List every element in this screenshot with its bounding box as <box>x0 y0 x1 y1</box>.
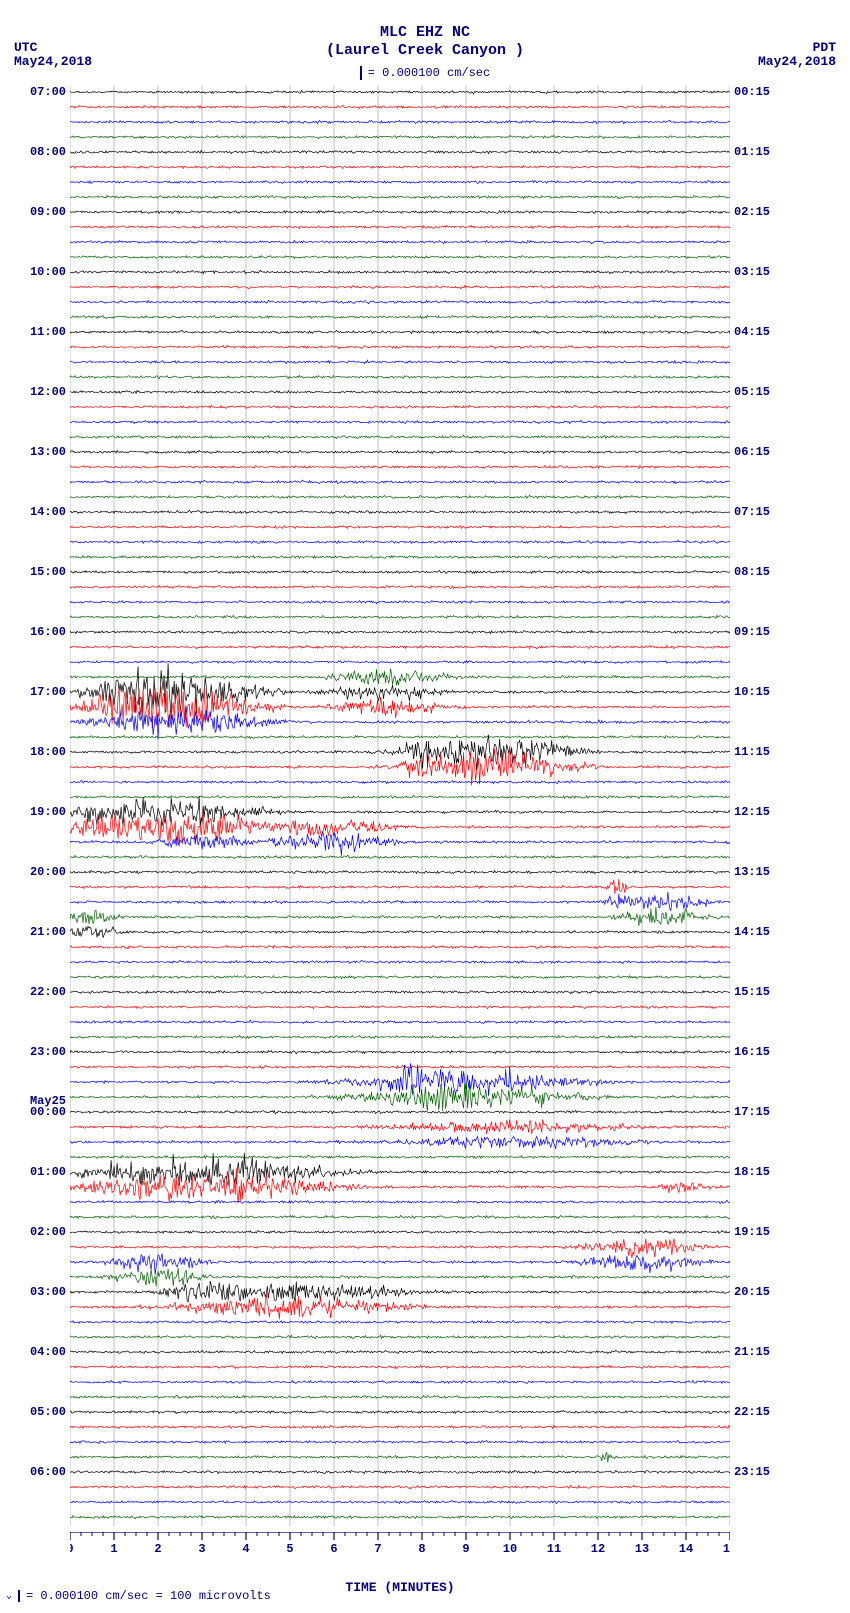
time-label-left: 19:00 <box>30 805 66 819</box>
time-label-right: 17:15 <box>734 1105 770 1119</box>
time-label-right: 01:15 <box>734 145 770 159</box>
time-label-left: 17:00 <box>30 685 66 699</box>
time-label-left: 08:00 <box>30 145 66 159</box>
time-label-left: 00:00 <box>30 1105 66 1119</box>
time-label-left: 18:00 <box>30 745 66 759</box>
time-label-left: 13:00 <box>30 445 66 459</box>
svg-text:15: 15 <box>723 1542 730 1554</box>
seismogram-page: MLC EHZ NC (Laurel Creek Canyon ) = 0.00… <box>0 0 850 1613</box>
time-label-left: 05:00 <box>30 1405 66 1419</box>
time-label-right: 00:15 <box>734 85 770 99</box>
scale-bar-icon <box>360 66 362 80</box>
time-label-left: 04:00 <box>30 1345 66 1359</box>
time-label-left: 12:00 <box>30 385 66 399</box>
header: MLC EHZ NC (Laurel Creek Canyon ) = 0.00… <box>0 24 850 85</box>
svg-text:0: 0 <box>70 1542 74 1554</box>
time-label-right: 13:15 <box>734 865 770 879</box>
svg-text:7: 7 <box>374 1542 381 1554</box>
time-label-right: 06:15 <box>734 445 770 459</box>
time-label-left: 01:00 <box>30 1165 66 1179</box>
footer-text: = 0.000100 cm/sec = 100 microvolts <box>26 1589 271 1603</box>
time-label-right: 18:15 <box>734 1165 770 1179</box>
time-label-right: 07:15 <box>734 505 770 519</box>
time-label-left: 23:00 <box>30 1045 66 1059</box>
date-right: May24,2018 <box>758 54 836 69</box>
scale-text: = 0.000100 cm/sec <box>368 66 490 80</box>
time-label-right: 09:15 <box>734 625 770 639</box>
time-label-right: 19:15 <box>734 1225 770 1239</box>
time-label-left: 09:00 <box>30 205 66 219</box>
time-label-left: 03:00 <box>30 1285 66 1299</box>
time-label-right: 15:15 <box>734 985 770 999</box>
svg-text:1: 1 <box>110 1542 117 1554</box>
svg-text:10: 10 <box>503 1542 517 1554</box>
time-label-right: 02:15 <box>734 205 770 219</box>
svg-text:6: 6 <box>330 1542 337 1554</box>
svg-text:9: 9 <box>462 1542 469 1554</box>
seismogram-plot: 07:0008:0009:0010:0011:0012:0013:0014:00… <box>70 86 730 1526</box>
time-label-left: 02:00 <box>30 1225 66 1239</box>
scale-bar-icon <box>18 1590 20 1602</box>
station-code: MLC EHZ NC <box>0 24 850 42</box>
time-label-right: 23:15 <box>734 1465 770 1479</box>
time-label-right: 05:15 <box>734 385 770 399</box>
time-label-right: 22:15 <box>734 1405 770 1419</box>
tz-left: UTC <box>14 40 37 55</box>
station-name: (Laurel Creek Canyon ) <box>0 42 850 60</box>
svg-text:2: 2 <box>154 1542 161 1554</box>
svg-text:13: 13 <box>635 1542 649 1554</box>
time-label-left: 15:00 <box>30 565 66 579</box>
time-label-left: 10:00 <box>30 265 66 279</box>
svg-text:4: 4 <box>242 1542 249 1554</box>
time-label-right: 20:15 <box>734 1285 770 1299</box>
time-label-right: 08:15 <box>734 565 770 579</box>
footer-scale: ⌄ = 0.000100 cm/sec = 100 microvolts <box>6 1589 271 1603</box>
svg-text:11: 11 <box>547 1542 561 1554</box>
svg-text:5: 5 <box>286 1542 293 1554</box>
time-label-right: 16:15 <box>734 1045 770 1059</box>
tz-right: PDT <box>813 40 836 55</box>
xaxis: 0123456789101112131415 TIME (MINUTES) <box>70 1532 730 1595</box>
svg-text:12: 12 <box>591 1542 605 1554</box>
svg-text:14: 14 <box>679 1542 693 1554</box>
date-left: May24,2018 <box>14 54 92 69</box>
time-label-left: 20:00 <box>30 865 66 879</box>
svg-text:8: 8 <box>418 1542 425 1554</box>
header-scale: = 0.000100 cm/sec <box>360 66 490 80</box>
time-label-left: 07:00 <box>30 85 66 99</box>
time-label-right: 14:15 <box>734 925 770 939</box>
time-label-left: 21:00 <box>30 925 66 939</box>
time-label-right: 12:15 <box>734 805 770 819</box>
xaxis-ticks: 0123456789101112131415 <box>70 1532 730 1554</box>
time-label-right: 04:15 <box>734 325 770 339</box>
seismogram-svg <box>70 86 730 1526</box>
svg-text:3: 3 <box>198 1542 205 1554</box>
footer-tick-icon: ⌄ <box>6 1590 12 1602</box>
time-label-right: 03:15 <box>734 265 770 279</box>
time-label-left: 11:00 <box>30 325 66 339</box>
time-label-left: 22:00 <box>30 985 66 999</box>
time-label-left: 14:00 <box>30 505 66 519</box>
time-label-right: 21:15 <box>734 1345 770 1359</box>
time-label-right: 11:15 <box>734 745 770 759</box>
time-label-left: 16:00 <box>30 625 66 639</box>
time-label-right: 10:15 <box>734 685 770 699</box>
time-label-left: 06:00 <box>30 1465 66 1479</box>
